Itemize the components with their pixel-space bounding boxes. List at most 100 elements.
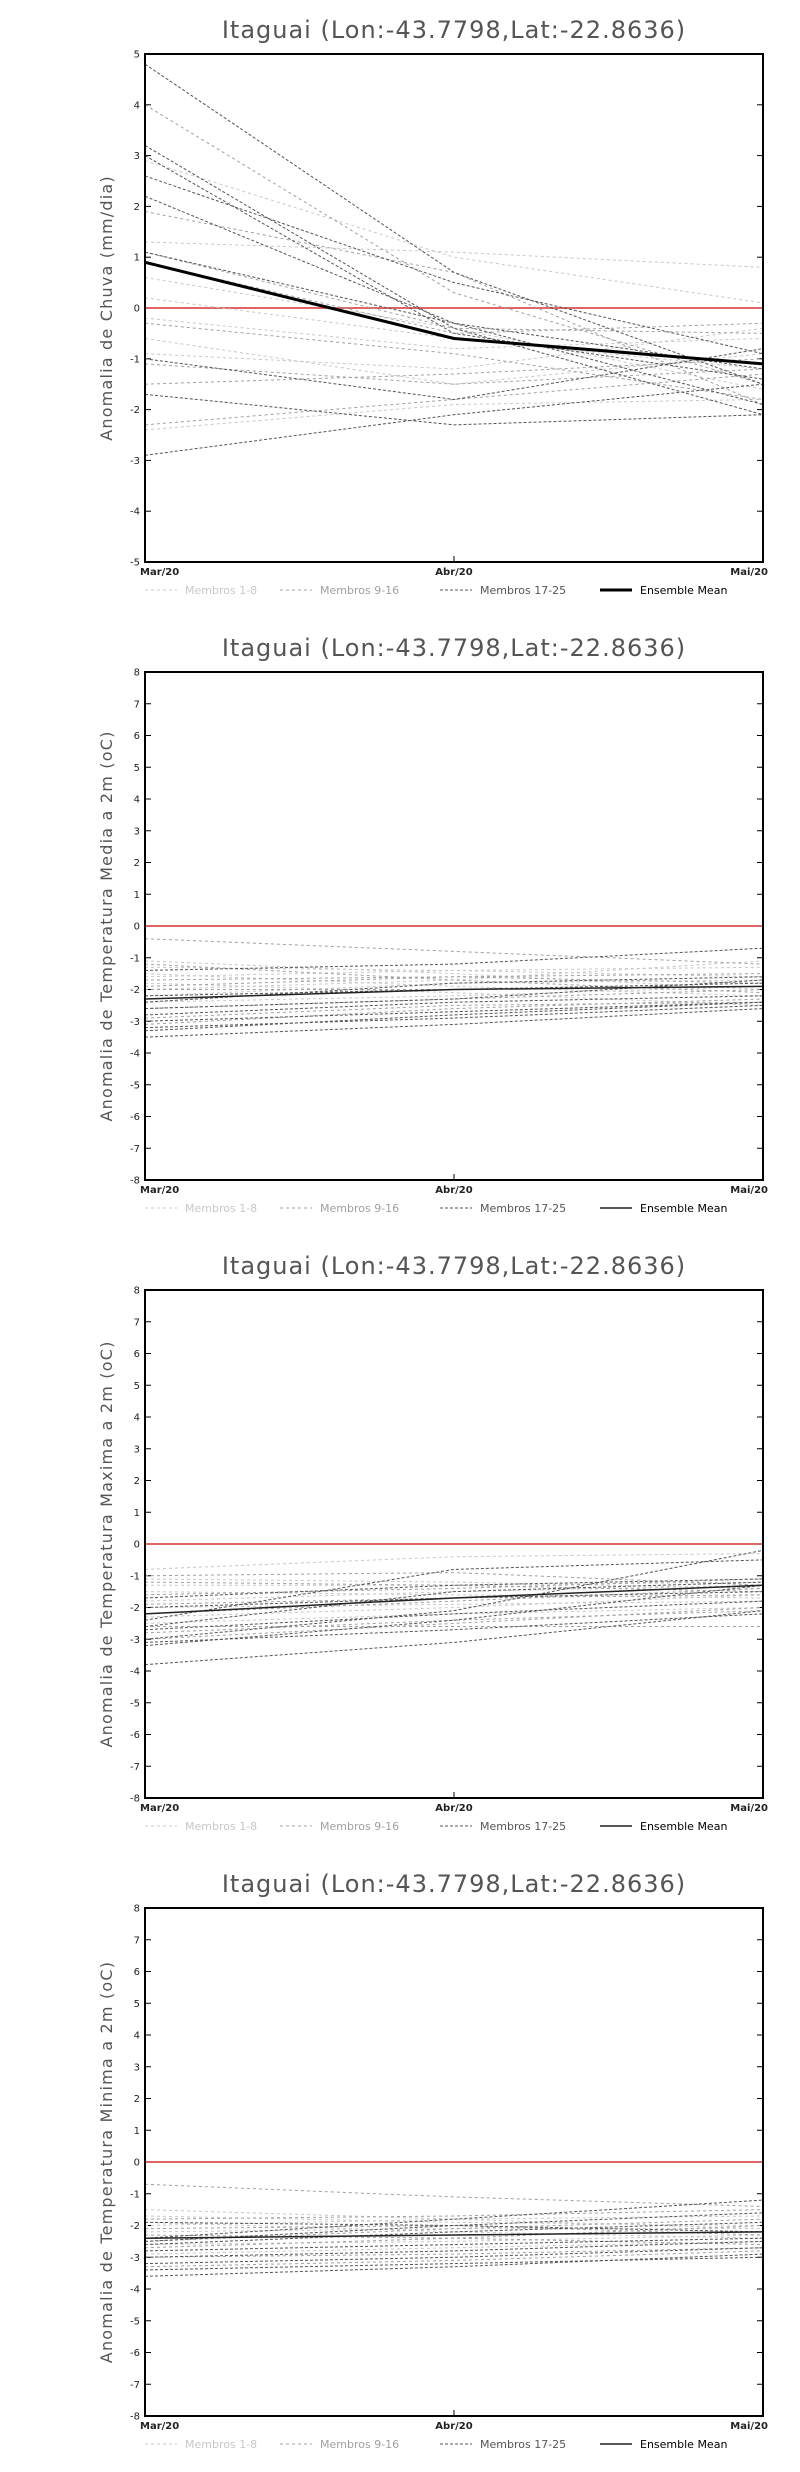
member-series-line	[144, 973, 764, 997]
y-tick-label: -4	[130, 1049, 140, 1060]
y-tick-label: 2	[134, 1476, 140, 1487]
y-tick-label: 5	[134, 763, 140, 774]
member-series-line	[144, 2221, 764, 2246]
member-series-line	[144, 989, 764, 1010]
member-series-line	[144, 2256, 764, 2271]
member-series-line	[144, 1001, 764, 1032]
y-tick-label: -2	[130, 2221, 140, 2232]
y-tick-label: -2	[130, 1603, 140, 1614]
ensemble-mean-line	[144, 1584, 764, 1615]
member-series-line	[144, 160, 764, 304]
member-series-line	[144, 2237, 764, 2252]
y-tick-label: -6	[130, 1730, 140, 1741]
member-series-line	[144, 2199, 764, 2239]
member-series-line	[144, 982, 764, 997]
member-series-line	[144, 1610, 764, 1666]
legend-label: Ensemble Mean	[640, 584, 727, 597]
member-series-line	[144, 966, 764, 978]
member-series-line	[144, 966, 764, 978]
x-tick-label: Abr/20	[435, 2421, 472, 2432]
member-series-line	[144, 1600, 764, 1608]
member-series-line	[144, 979, 764, 997]
member-series-line	[144, 2234, 764, 2246]
chart-panel: Itaguai (Lon:-43.7798,Lat:-22.8636) Anoma…	[97, 1870, 768, 2451]
y-tick-label: -1	[130, 2189, 140, 2200]
member-series-line	[144, 2221, 764, 2233]
member-series-line	[144, 1572, 764, 1586]
y-tick-label: -8	[130, 1176, 140, 1187]
y-axis-label: Anomalia de Temperatura Media a 2m (oC)	[97, 730, 116, 1121]
member-series-line	[144, 1578, 764, 1589]
member-series-line	[144, 2247, 764, 2265]
member-series-line	[144, 982, 764, 1006]
y-tick-label: -7	[130, 1144, 140, 1155]
member-series-line	[144, 195, 764, 406]
member-series-line	[144, 358, 764, 385]
y-tick-label: 0	[134, 922, 140, 933]
member-series-line	[144, 2247, 764, 2258]
y-tick-label: 6	[134, 1349, 140, 1360]
chart-title: Itaguai (Lon:-43.7798,Lat:-22.8636)	[222, 16, 686, 44]
y-tick-label: 8	[134, 1904, 140, 1915]
y-tick-label: -1	[130, 354, 140, 365]
y-tick-label: -7	[130, 2380, 140, 2391]
ensemble-mean-line	[144, 985, 764, 1000]
legend-label: Membros 1-8	[185, 1820, 257, 1833]
member-series-line	[144, 976, 764, 987]
member-series-line	[144, 2209, 764, 2230]
member-series-line	[144, 1004, 764, 1029]
member-series-line	[144, 348, 764, 400]
member-series-line	[144, 1008, 764, 1038]
x-tick-label: Abr/20	[435, 1803, 472, 1814]
x-tick-label: Mai/20	[730, 1803, 768, 1814]
y-tick-label: -3	[130, 1635, 140, 1646]
y-tick-label: -7	[130, 1762, 140, 1773]
y-tick-label: -5	[130, 1698, 140, 1709]
y-tick-label: 5	[134, 50, 140, 61]
member-series-line	[144, 985, 764, 1003]
y-tick-label: -4	[130, 1667, 140, 1678]
member-series-line	[144, 976, 764, 1003]
legend-label: Membros 9-16	[320, 584, 399, 597]
plot-frame	[144, 1289, 764, 1799]
member-series-line	[144, 2221, 764, 2239]
member-series-line	[144, 960, 764, 990]
member-series-line	[144, 317, 764, 350]
legend-label: Membros 1-8	[185, 1202, 257, 1215]
y-tick-label: 3	[134, 1444, 140, 1455]
member-series-line	[144, 145, 764, 416]
member-series-line	[144, 998, 764, 1025]
member-series-line	[144, 963, 764, 994]
x-tick-label: Mar/20	[140, 567, 179, 578]
legend-label: Ensemble Mean	[640, 2438, 727, 2451]
member-series-line	[144, 1553, 764, 1570]
member-series-line	[144, 1591, 764, 1608]
legend-label: Membros 17-25	[480, 584, 566, 597]
member-series-line	[144, 947, 764, 971]
member-series-line	[145, 1581, 764, 1586]
y-tick-label: 5	[134, 1381, 140, 1392]
x-tick-label: Mar/20	[140, 1803, 179, 1814]
y-tick-label: -6	[130, 2348, 140, 2359]
member-series-line	[144, 2215, 764, 2226]
member-series-line	[144, 1584, 764, 1647]
y-tick-label: -6	[130, 1112, 140, 1123]
member-series-line	[144, 1594, 764, 1618]
chart-panel: Itaguai (Lon:-43.7798,Lat:-22.8636) Anoma…	[97, 634, 768, 1215]
y-tick-label: -5	[130, 2316, 140, 2327]
y-tick-label: -2	[130, 985, 140, 996]
member-series-line	[144, 261, 764, 334]
legend-label: Membros 1-8	[185, 2438, 257, 2451]
chart-title: Itaguai (Lon:-43.7798,Lat:-22.8636)	[222, 1870, 686, 1898]
member-series-line	[144, 1584, 764, 1602]
member-series-line	[144, 1581, 764, 1628]
x-tick-label: Mai/20	[730, 1185, 768, 1196]
member-series-line	[144, 104, 764, 385]
y-tick-label: 4	[134, 795, 140, 806]
member-series-line	[144, 1549, 764, 1640]
member-series-line	[144, 251, 764, 334]
member-series-line	[144, 2240, 764, 2255]
y-tick-label: -1	[130, 953, 140, 964]
y-tick-label: -2	[130, 405, 140, 416]
